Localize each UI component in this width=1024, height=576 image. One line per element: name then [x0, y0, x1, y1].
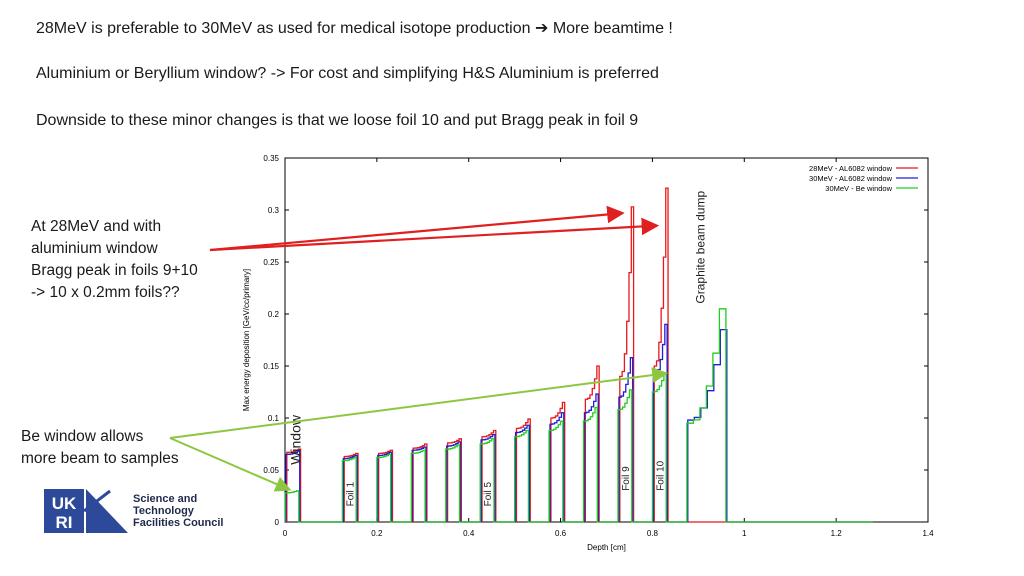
logo-mark-text: RI	[56, 513, 73, 532]
region-label: Foil 9	[621, 466, 632, 491]
x-tick-label: 0	[283, 529, 288, 538]
x-tick-label: 0.4	[463, 529, 475, 538]
legend-label: 28MeV - AL6082 window	[809, 164, 893, 173]
series-line-green	[284, 308, 873, 523]
callout-arrow-window	[169, 437, 292, 492]
callout-arrow-foil10	[209, 217, 660, 252]
y-tick-label: 0.15	[263, 362, 279, 371]
logo-text-line: Technology	[133, 505, 194, 517]
x-tick-label: 0.6	[555, 529, 567, 538]
series-line-red	[285, 187, 873, 523]
y-tick-label: 0.1	[268, 414, 280, 423]
chart-region-labels: Window Foil 1 Foil 5 Foil 9 Foil 10 Graphite …	[287, 191, 707, 507]
ukri-logo: UK RI	[44, 489, 128, 538]
series-line-blue	[285, 323, 873, 523]
headline-beam-energy: 28MeV is preferable to 30MeV as used for…	[36, 18, 673, 38]
legend-label: 30MeV - Be window	[825, 184, 892, 193]
y-tick-label: 0.35	[263, 154, 279, 163]
headline-beam-energy-text-b: More beamtime !	[552, 20, 673, 37]
region-label: Foil 1	[345, 482, 356, 507]
note-line: Be window allows	[21, 428, 144, 445]
logo-text-line: Facilities Council	[133, 517, 224, 529]
x-tick-label: 1.4	[922, 529, 934, 538]
callout-arrow-foil10-green	[169, 367, 669, 439]
callout-arrow-foil9	[209, 205, 625, 252]
y-tick-label: 0.05	[263, 466, 279, 475]
y-tick-label: 0.3	[268, 206, 280, 215]
region-label: Window	[287, 414, 303, 465]
ukri-logo-mark-icon: UK RI	[44, 489, 128, 533]
callout-arrows	[169, 205, 669, 492]
y-tick-label: 0.25	[263, 258, 279, 267]
x-tick-label: 1.2	[831, 529, 843, 538]
stfc-logo-text: Science and Technology Facilities Counci…	[133, 493, 223, 529]
headline-beam-energy-text-a: 28MeV is preferable to 30MeV as used for…	[36, 20, 531, 37]
x-tick-label: 1	[742, 529, 747, 538]
x-tick-label: 0.2	[371, 529, 383, 538]
region-label: Foil 5	[483, 482, 494, 507]
aluminium-window-note: At 28MeV and with aluminium window Bragg…	[31, 216, 198, 304]
window-material-text: Aluminium or Beryllium window? -> For co…	[36, 65, 659, 82]
be-window-note: Be window allows more beam to samples	[21, 426, 179, 470]
plot-frame	[284, 157, 929, 523]
region-label: Graphite beam dump	[694, 191, 708, 304]
legend-label: 30MeV - AL6082 window	[809, 174, 893, 183]
note-line: more beam to samples	[21, 450, 179, 467]
y-tick-label: 0.2	[268, 310, 280, 319]
y-axis-label: Max energy deposition [GeV/cc/primary]	[242, 269, 251, 411]
downside-text: Downside to these minor changes is that …	[36, 112, 639, 129]
arrow-right-icon: ➔	[534, 20, 549, 37]
logo-text-line: Science and	[133, 493, 198, 505]
note-line: At 28MeV and with	[31, 218, 162, 235]
note-line: -> 10 x 0.2mm foils??	[31, 284, 180, 301]
x-tick-label: 0.8	[647, 529, 659, 538]
logo-mark-text: UK	[52, 494, 77, 513]
note-line: Bragg peak in foils 9+10	[31, 262, 198, 279]
x-axis-label: Depth [cm]	[587, 543, 626, 552]
region-label: Foil 10	[655, 460, 666, 490]
chart-series	[284, 187, 873, 523]
note-line: aluminium window	[31, 240, 158, 257]
y-tick-label: 0	[275, 518, 280, 527]
